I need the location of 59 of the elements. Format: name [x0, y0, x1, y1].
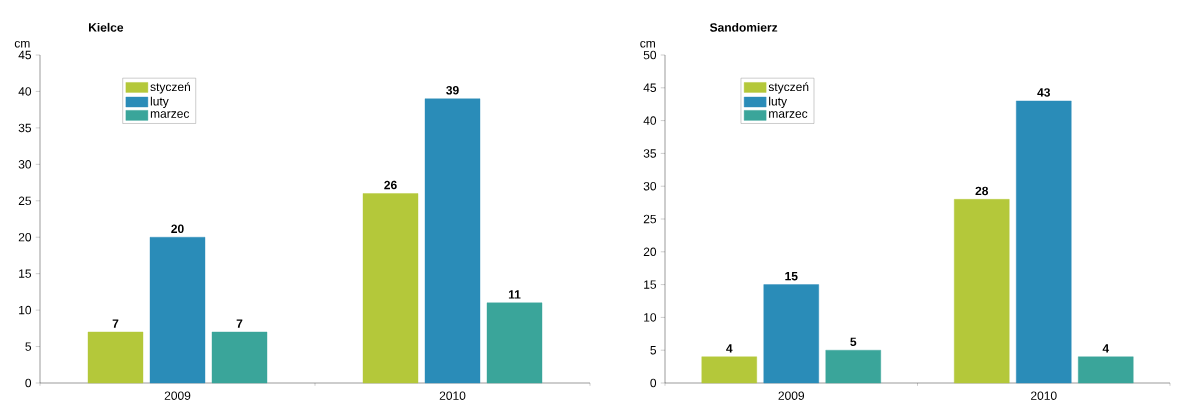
- y-axis-title: cm: [640, 40, 655, 48]
- legend-label: luty: [769, 96, 787, 108]
- bar: [825, 350, 881, 384]
- chart-title: Kielce: [89, 22, 124, 32]
- y-tick-label: 20: [18, 232, 32, 242]
- bar: [87, 331, 144, 384]
- y-tick-label: 5: [25, 342, 32, 351]
- data-label: 39: [446, 86, 459, 95]
- data-label: 26: [384, 180, 397, 190]
- y-tick-label: 35: [18, 123, 32, 133]
- y-tick-label: 15: [644, 280, 657, 289]
- bar: [1078, 356, 1134, 384]
- bar: [1016, 100, 1072, 384]
- x-tick-label: 2009: [778, 391, 805, 400]
- y-tick-label: 5: [650, 346, 657, 355]
- y-axis-title: cm: [14, 40, 30, 48]
- bar: [486, 302, 543, 384]
- data-label: 11: [508, 290, 521, 299]
- data-label: 7: [112, 319, 119, 328]
- y-tick-label: 40: [18, 87, 32, 96]
- bar: [954, 199, 1010, 384]
- data-label: 4: [726, 344, 733, 353]
- data-label: 20: [171, 224, 184, 234]
- legend-label: marzec: [150, 111, 190, 118]
- y-tick-label: 0: [25, 378, 32, 388]
- y-tick-label: 45: [643, 83, 657, 92]
- bar: [149, 237, 206, 384]
- bar: [424, 98, 481, 384]
- y-tick-label: 25: [18, 196, 32, 206]
- data-label: 28: [975, 186, 989, 196]
- y-tick-label: 30: [18, 160, 32, 169]
- y-tick-label: 10: [644, 313, 657, 322]
- data-label: 4: [1102, 344, 1110, 353]
- bar: [362, 193, 419, 384]
- y-tick-label: 45: [18, 50, 32, 60]
- x-tick-label: 2010: [439, 391, 466, 400]
- bar: [211, 331, 268, 384]
- y-tick-label: 35: [643, 149, 657, 158]
- y-tick-label: 0: [650, 378, 657, 388]
- data-label: 15: [785, 272, 798, 281]
- legend-label: styczeń: [150, 82, 191, 94]
- y-tick-label: 50: [643, 50, 657, 60]
- x-tick-label: 2010: [1031, 391, 1057, 400]
- legend-label: luty: [150, 96, 169, 108]
- data-label: 43: [1037, 88, 1050, 97]
- chart-title: Sandomierz: [709, 22, 778, 32]
- x-tick-label: 2009: [164, 391, 191, 400]
- legend-label: marzec: [769, 111, 808, 118]
- y-tick-label: 15: [19, 269, 32, 278]
- y-tick-label: 25: [643, 214, 657, 224]
- data-label: 7: [236, 319, 243, 328]
- y-tick-label: 40: [643, 116, 657, 125]
- data-label: 5: [850, 337, 857, 347]
- y-tick-label: 10: [19, 305, 32, 315]
- y-tick-label: 20: [643, 247, 657, 257]
- bar: [701, 356, 757, 384]
- bar: [763, 284, 819, 384]
- y-tick-label: 30: [643, 181, 657, 191]
- legend-label: styczeń: [768, 82, 809, 94]
